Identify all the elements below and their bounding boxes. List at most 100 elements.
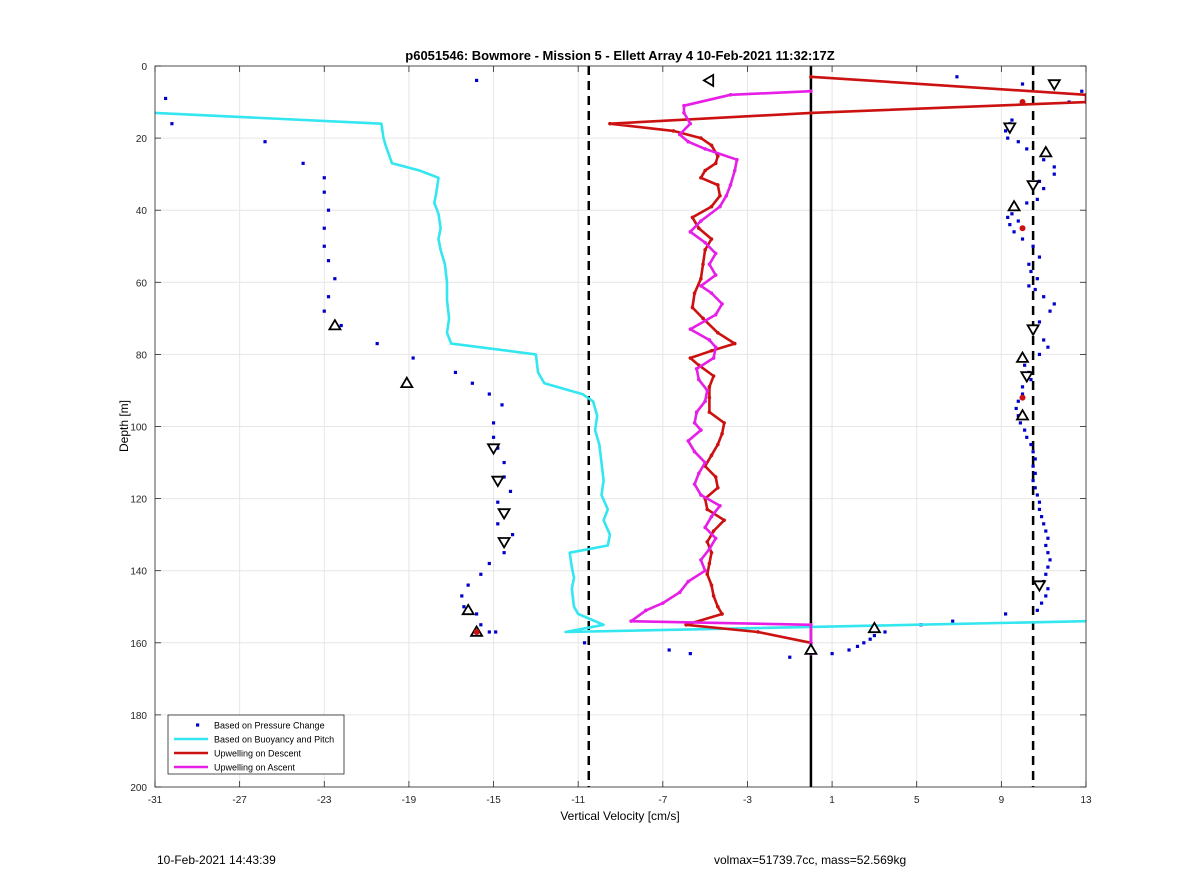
pressure-point: [1029, 269, 1033, 274]
pressure-point: [1037, 507, 1042, 512]
y-tick-label: 140: [130, 567, 147, 578]
pressure-point: [163, 96, 168, 101]
pressure-point: [453, 370, 458, 375]
footer-vessel-info: volmax=51739.7cc, mass=52.569kg: [714, 853, 907, 867]
triangle-marker-up: [327, 318, 342, 331]
triangle-marker-up: [1015, 350, 1030, 363]
line-vertex-point: [709, 583, 714, 587]
line-vertex-point: [682, 111, 686, 115]
line-vertex-point: [735, 157, 739, 162]
line-vertex-point: [713, 475, 718, 479]
pressure-point: [830, 652, 834, 656]
pressure-point: [1044, 529, 1048, 533]
line-vertex-point: [707, 410, 712, 414]
pressure-point: [1018, 421, 1023, 425]
line-vertex-point: [699, 493, 703, 497]
line-vertex-point: [692, 421, 697, 425]
x-axis-label: Vertical Velocity [cm/s]: [560, 809, 679, 823]
pressure-point: [1010, 212, 1014, 216]
line-vertex-point: [1084, 100, 1086, 104]
line-vertex-point: [713, 536, 718, 541]
pressure-point: [1044, 594, 1048, 598]
line-vertex-point: [713, 312, 718, 317]
line-vertex-point: [707, 395, 712, 400]
line-vertex-point: [696, 377, 701, 382]
pressure-point: [322, 226, 326, 230]
line-vertex-point: [707, 262, 712, 267]
y-tick-label: 100: [130, 423, 147, 434]
y-tick-label: 60: [136, 278, 148, 289]
legend-entry-label: Upwelling on Ascent: [214, 763, 296, 773]
line-vertex-point: [711, 529, 716, 533]
x-tick-label: 5: [914, 795, 920, 806]
line-vertex-point: [682, 103, 686, 108]
triangle-marker-down: [497, 508, 512, 521]
pressure-point: [494, 630, 498, 634]
line-vertex-point: [705, 540, 710, 544]
pressure-point: [263, 140, 267, 144]
line-vertex-point: [699, 175, 703, 180]
line-vertex-point: [709, 453, 714, 458]
y-axis-label: Depth [m]: [117, 400, 131, 452]
pressure-point: [1033, 486, 1037, 490]
pressure-point: [1033, 471, 1037, 475]
pressure-point: [1033, 457, 1037, 461]
line-vertex-point: [1084, 93, 1086, 97]
line-vertex-point: [608, 121, 612, 126]
pressure-point: [1025, 435, 1029, 439]
pressure-point: [460, 594, 464, 598]
line-vertex-point: [718, 193, 722, 198]
line-vertex-point: [718, 504, 722, 508]
pressure-point: [491, 421, 496, 425]
line-vertex-point: [722, 421, 726, 425]
line-vertex-point: [703, 147, 707, 151]
series-line: [155, 111, 1086, 634]
pressure-point: [1052, 172, 1056, 176]
line-vertex-point: [692, 291, 697, 295]
pressure-point: [322, 190, 326, 194]
pressure-point: [1037, 255, 1042, 259]
pressure-point: [1035, 493, 1039, 497]
pressure-point: [326, 208, 331, 212]
pressure-point: [1046, 565, 1050, 569]
pressure-point: [1046, 536, 1050, 540]
y-tick-label: 80: [136, 350, 148, 361]
line-vertex-point: [694, 410, 699, 414]
line-vertex-point: [671, 129, 676, 133]
pressure-point: [1003, 129, 1008, 133]
pressure-point: [883, 630, 887, 634]
line-vertex-point: [713, 273, 718, 277]
pressure-point: [1023, 363, 1027, 367]
line-vertex-point: [709, 237, 714, 241]
pressure-point: [862, 641, 866, 645]
line-vertex-point: [696, 226, 701, 231]
pressure-point: [326, 259, 331, 263]
x-tick-label: 13: [1080, 795, 1092, 806]
pressure-point: [375, 341, 379, 346]
line-vertex-point: [686, 579, 691, 584]
pressure-point: [1012, 230, 1016, 234]
pressure-point: [502, 460, 506, 465]
pressure-point: [1048, 309, 1052, 313]
legend-swatch-dot: [196, 723, 200, 727]
pressure-point: [1014, 406, 1018, 411]
pressure-point: [1016, 219, 1020, 223]
x-tick-label: -31: [148, 795, 163, 806]
pressure-point: [955, 75, 959, 79]
pressure-point: [1027, 262, 1031, 266]
line-vertex-point: [711, 594, 716, 598]
pressure-point: [582, 641, 587, 645]
pressure-point: [1031, 464, 1035, 468]
line-vertex-point: [699, 219, 703, 223]
pressure-point: [1025, 147, 1029, 151]
line-vertex-point: [707, 561, 712, 566]
y-tick-label: 40: [136, 206, 148, 217]
pressure-point: [1048, 558, 1052, 562]
line-vertex-point: [724, 193, 729, 198]
pressure-point: [1031, 478, 1035, 483]
footer-timestamp: 10-Feb-2021 14:43:39: [157, 853, 276, 867]
pressure-point: [1037, 352, 1042, 356]
triangle-marker-up: [399, 375, 414, 389]
triangle-marker-down: [497, 537, 512, 550]
pressure-point: [951, 619, 955, 623]
